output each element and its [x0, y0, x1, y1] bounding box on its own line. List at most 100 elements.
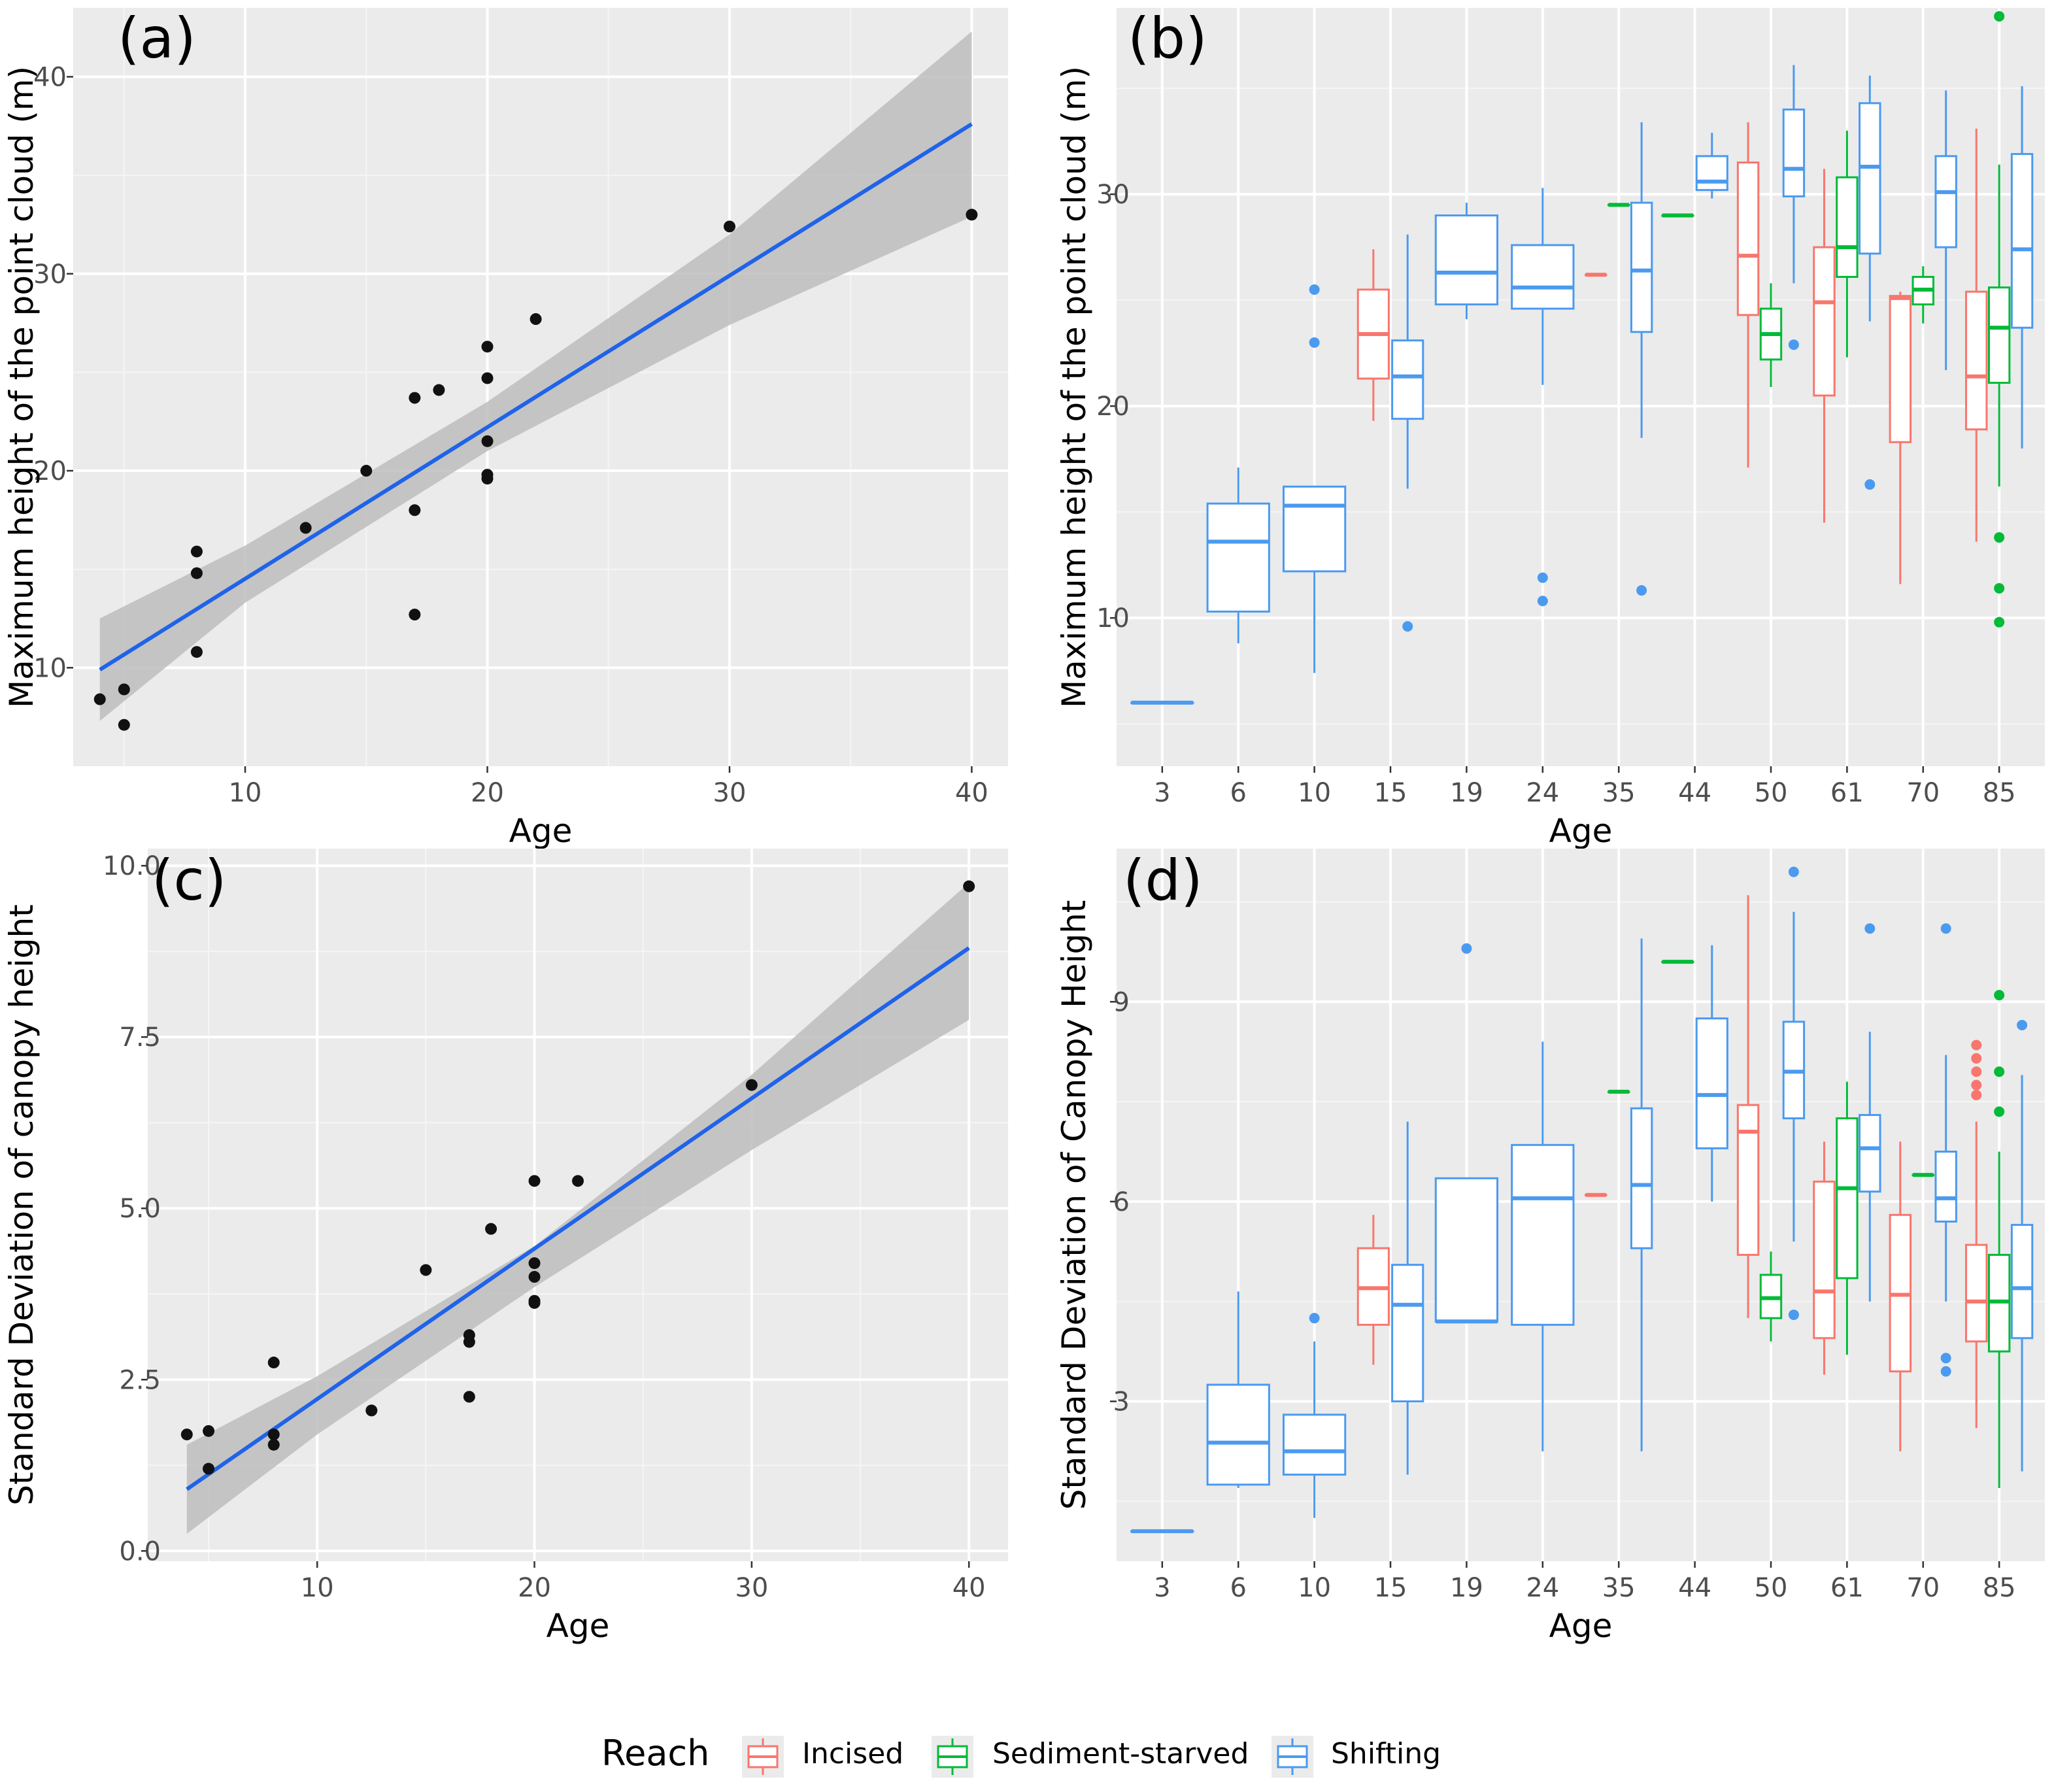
- data-point: [360, 465, 373, 477]
- outlier-point: [1994, 1066, 2005, 1077]
- box-61-incised: [1813, 169, 1836, 523]
- outlier-point: [1994, 1106, 2005, 1117]
- outlier-point: [1864, 923, 1876, 934]
- data-point: [267, 1438, 280, 1451]
- box-6-shifting: [1206, 467, 1270, 644]
- box-iqr: [1987, 286, 2011, 384]
- y-tick-label: 9: [1113, 987, 1130, 1017]
- box-iqr: [1859, 1113, 1881, 1193]
- x-tick-label: 61: [1830, 778, 1864, 808]
- panel-label: (b): [1128, 6, 1207, 71]
- outlier-point: [1994, 532, 2005, 543]
- y-tick-label: 10: [1096, 603, 1130, 634]
- box-15-shifting: [1391, 1121, 1424, 1475]
- regression-line: [99, 122, 973, 671]
- x-tick-label: 85: [1983, 778, 2016, 808]
- box-10-shifting: [1282, 284, 1347, 673]
- box-50-incised: [1736, 895, 1760, 1319]
- box-85-sediment-starved: [1987, 990, 2011, 1488]
- box-10-shifting: [1282, 1313, 1347, 1518]
- data-point: [463, 1336, 475, 1348]
- y-tick-label: 0.0: [119, 1536, 161, 1566]
- box-35-shifting: [1630, 122, 1653, 596]
- data-point: [267, 1357, 280, 1369]
- legend-item-shifting: Shifting: [1271, 1736, 1441, 1778]
- box-85-incised: [1965, 128, 1988, 542]
- y-tick-label: 10.0: [103, 851, 161, 881]
- box-iqr: [1206, 502, 1270, 613]
- data-point: [203, 1462, 215, 1475]
- outlier-point: [1309, 1313, 1320, 1324]
- outlier-point: [1971, 1079, 1982, 1090]
- x-tick-label: 85: [1983, 1573, 2016, 1603]
- x-tick-label: 19: [1450, 1573, 1483, 1603]
- outlier-point: [1971, 1040, 1982, 1051]
- y-axis-title: Maximum height of the point cloud (m): [3, 66, 41, 708]
- x-tick-label: 10: [1298, 1573, 1331, 1603]
- box-iqr: [1782, 109, 1806, 197]
- data-point: [966, 209, 978, 221]
- x-tick-label: 70: [1906, 778, 1940, 808]
- y-tick-label: 20: [1096, 392, 1130, 422]
- box-44-shifting: [1695, 133, 1728, 199]
- outlier-point: [1994, 990, 2005, 1001]
- x-tick-label: 3: [1154, 778, 1170, 808]
- outlier-point: [1994, 583, 2005, 594]
- x-tick-label: 35: [1602, 778, 1636, 808]
- box-6-shifting: [1206, 1291, 1270, 1488]
- box-iqr: [1630, 201, 1653, 333]
- data-point: [481, 435, 494, 447]
- y-tick-label: 3: [1113, 1387, 1130, 1417]
- data-point: [745, 1079, 758, 1091]
- data-point: [963, 880, 975, 892]
- y-axis-title: Standard Deviation of canopy height: [3, 904, 41, 1506]
- box-iqr: [1813, 246, 1836, 397]
- box-iqr: [1434, 1177, 1499, 1323]
- outlier-point: [1971, 1089, 1982, 1100]
- outlier-point: [1402, 621, 1413, 632]
- outlier-point: [1994, 10, 2005, 22]
- data-point: [463, 1391, 475, 1403]
- data-point: [118, 718, 130, 731]
- box-50-sediment-starved: [1759, 283, 1783, 387]
- data-point: [267, 1429, 280, 1441]
- panel-a: 10 20 30 40 10 20 30 40 (a) Age Maximum height of …: [3, 6, 1008, 850]
- data-point: [528, 1257, 541, 1270]
- x-tick-label: 20: [471, 778, 504, 808]
- y-axis-title: Maximum height of the point cloud (m): [1055, 66, 1093, 708]
- box-iqr: [1889, 295, 1912, 443]
- y-axis-title: Standard Deviation of Canopy Height: [1055, 900, 1093, 1510]
- y-tick-label: 7.5: [119, 1023, 161, 1053]
- legend-label-incised: Incised: [802, 1737, 903, 1770]
- x-tick-label: 50: [1755, 778, 1788, 808]
- box-iqr: [2010, 153, 2034, 329]
- x-tick-label: 50: [1755, 1573, 1788, 1603]
- box-iqr: [1736, 1104, 1760, 1256]
- data-point: [481, 341, 494, 353]
- x-tick-label: 19: [1450, 778, 1483, 808]
- data-point: [118, 683, 130, 696]
- x-tick-label: 61: [1830, 1573, 1864, 1603]
- data-point: [481, 372, 494, 384]
- y-tick-label: 2.5: [119, 1365, 161, 1395]
- box-iqr: [1813, 1180, 1836, 1340]
- x-tick-label: 15: [1374, 1573, 1407, 1603]
- box-35-incised: [1585, 1192, 1608, 1197]
- x-tick-label: 35: [1602, 1573, 1636, 1603]
- outlier-point: [1788, 1310, 1799, 1321]
- box-iqr: [1836, 176, 1859, 279]
- x-tick-label: 24: [1526, 1573, 1559, 1603]
- outlier-point: [1940, 1366, 1951, 1377]
- data-point: [180, 1429, 193, 1441]
- data-point: [433, 384, 445, 396]
- data-point: [530, 313, 542, 326]
- box-iqr: [1282, 1413, 1347, 1476]
- box-70-shifting: [1934, 90, 1957, 371]
- box-iqr: [1859, 102, 1881, 255]
- box-iqr: [1206, 1383, 1270, 1486]
- box-85-shifting: [2010, 1019, 2034, 1472]
- data-point: [190, 646, 203, 658]
- data-point: [481, 473, 494, 485]
- box-85-incised: [1965, 1040, 1988, 1429]
